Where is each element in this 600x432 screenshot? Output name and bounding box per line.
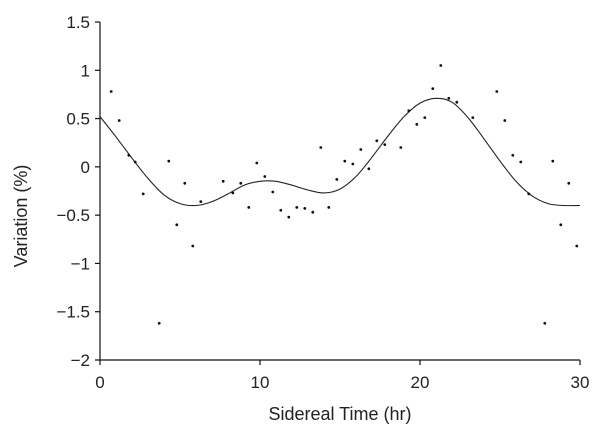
x-tick-label: 20 — [411, 373, 430, 392]
y-tick-label: 0 — [81, 158, 90, 177]
data-point — [527, 192, 531, 196]
data-point — [543, 321, 547, 325]
data-point — [383, 143, 387, 147]
fit-curve — [99, 97, 581, 207]
data-point — [199, 200, 203, 204]
data-point — [511, 153, 515, 157]
data-point — [247, 206, 251, 209]
data-point — [117, 119, 121, 122]
data-point — [239, 181, 243, 185]
data-point — [367, 167, 371, 171]
y-tick-label: −1 — [71, 254, 90, 273]
data-point — [157, 321, 161, 325]
x-axis-label: Sidereal Time (hr) — [268, 404, 411, 424]
y-axis-label: Variation (%) — [11, 165, 31, 268]
data-point — [295, 206, 299, 209]
y-tick-label: −0.5 — [56, 206, 90, 225]
data-point — [319, 146, 323, 149]
data-point — [471, 116, 475, 119]
y-tick-label: 0.5 — [66, 110, 90, 129]
data-point — [271, 190, 275, 194]
ticks: 0 10 20 30 −2 −1.5 −1 −0.5 0 0.5 1 1.5 — [56, 13, 589, 392]
data-point — [141, 192, 145, 196]
data-point — [335, 178, 339, 181]
data-point — [279, 208, 283, 212]
y-tick-label: −2 — [71, 351, 90, 370]
y-tick-label: 1.5 — [66, 13, 90, 32]
data-point — [415, 123, 419, 126]
data-point — [287, 215, 291, 219]
data-point — [327, 206, 331, 209]
data-point — [183, 181, 187, 185]
data-point — [359, 148, 363, 151]
data-point — [255, 161, 259, 165]
data-point — [167, 159, 171, 163]
data-point — [399, 146, 403, 149]
data-point — [455, 100, 459, 104]
data-point — [351, 162, 355, 166]
data-point — [431, 87, 435, 90]
axes — [99, 22, 580, 361]
data-point — [175, 223, 179, 227]
data-point — [503, 119, 507, 122]
data-point — [343, 159, 347, 163]
data-point — [567, 181, 571, 185]
x-tick-label: 30 — [571, 373, 590, 392]
data-point — [447, 96, 451, 100]
data-point — [559, 223, 563, 227]
data-point — [375, 139, 379, 143]
data-point — [303, 207, 307, 210]
data-point — [263, 175, 267, 178]
data-point — [519, 160, 523, 164]
data-point — [127, 153, 131, 157]
data-point — [221, 179, 225, 183]
data-point — [133, 160, 137, 164]
data-point — [423, 116, 427, 119]
data-point — [231, 191, 235, 195]
data-point — [407, 109, 411, 113]
data-point — [191, 244, 195, 248]
data-points — [109, 64, 579, 325]
data-point — [495, 90, 499, 93]
data-point — [439, 64, 443, 67]
x-tick-label: 0 — [95, 373, 104, 392]
data-point — [551, 159, 555, 163]
x-tick-label: 10 — [251, 373, 270, 392]
data-point — [109, 90, 113, 93]
data-point — [575, 244, 579, 248]
y-tick-label: 1 — [81, 61, 90, 80]
data-point — [311, 210, 315, 214]
y-tick-label: −1.5 — [56, 303, 90, 322]
